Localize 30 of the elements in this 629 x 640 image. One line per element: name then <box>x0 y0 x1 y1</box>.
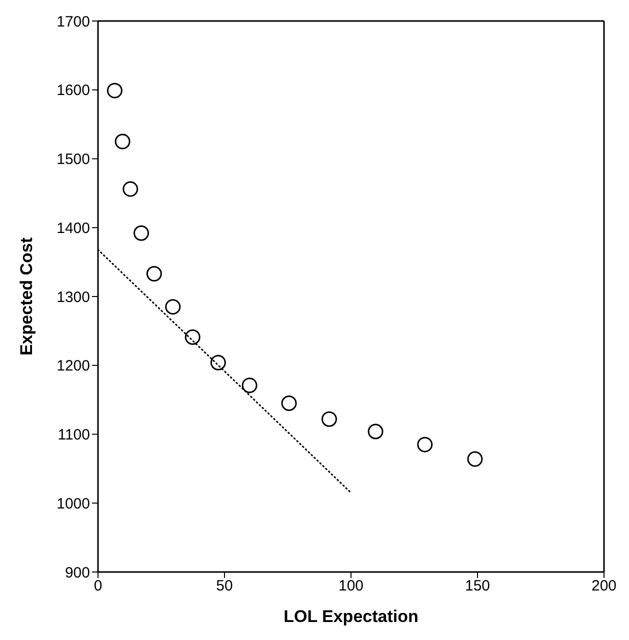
point <box>242 378 258 394</box>
y-tick-label: 1100 <box>58 426 90 444</box>
point <box>122 181 138 197</box>
y-tick-label: 900 <box>64 564 90 582</box>
y-tick-label: 1200 <box>56 358 90 375</box>
x-axis-title: LOL Expectation <box>284 607 418 626</box>
y-tick-label: 1400 <box>56 220 90 237</box>
x-tick-label: 150 <box>464 578 490 595</box>
y-tick-label: 1600 <box>56 82 90 100</box>
y-tick-label: 1300 <box>56 288 90 306</box>
y-tick-label: 1700 <box>56 13 90 30</box>
x-tick-label: 0 <box>94 578 102 595</box>
point <box>146 266 162 282</box>
point <box>114 134 130 150</box>
point <box>134 225 150 241</box>
point <box>368 424 384 440</box>
point <box>321 411 337 427</box>
point <box>184 329 200 345</box>
x-tick-label: 100 <box>338 578 364 595</box>
x-tick-label: 50 <box>216 578 233 595</box>
point <box>165 299 181 315</box>
point <box>281 396 297 412</box>
x-tick-label: 200 <box>591 578 617 595</box>
y-axis-title: Expected Cost <box>17 237 36 356</box>
point <box>106 82 122 98</box>
point <box>417 436 433 452</box>
y-tick-label: 1500 <box>56 151 90 168</box>
point <box>210 354 226 370</box>
point <box>467 451 483 467</box>
y-tick-label: 1000 <box>56 495 90 512</box>
